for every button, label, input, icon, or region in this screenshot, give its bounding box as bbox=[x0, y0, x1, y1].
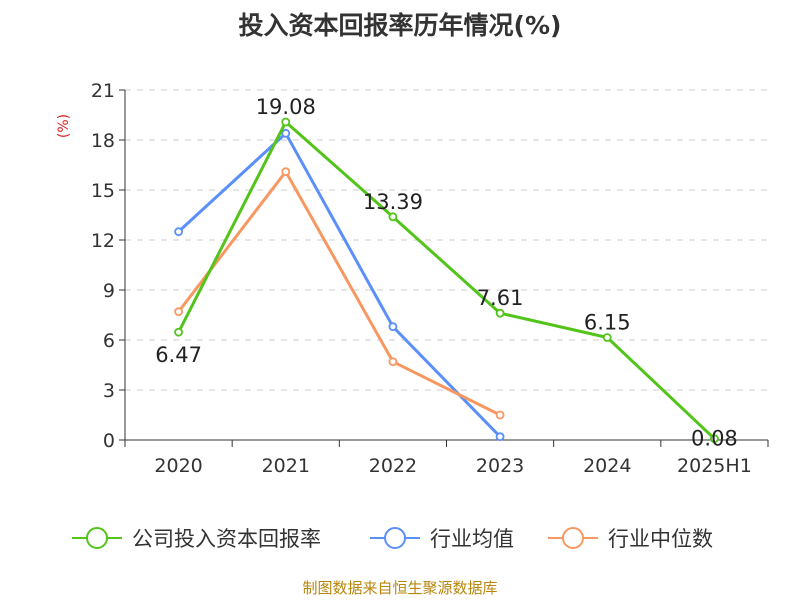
data-point bbox=[495, 410, 505, 420]
legend-label: 行业中位数 bbox=[608, 527, 713, 551]
data-label: 19.08 bbox=[256, 95, 316, 119]
data-point bbox=[281, 117, 291, 127]
series-line bbox=[177, 131, 502, 438]
y-tick-label: 0 bbox=[103, 430, 115, 452]
data-label: 13.39 bbox=[363, 190, 423, 214]
series-line bbox=[177, 120, 716, 440]
y-tick-label: 6 bbox=[103, 330, 115, 352]
legend-marker bbox=[562, 527, 584, 549]
legend-marker bbox=[86, 527, 108, 549]
data-point bbox=[495, 432, 505, 442]
data-point bbox=[710, 434, 719, 444]
y-axis-label: (%) bbox=[56, 114, 72, 138]
data-label: 7.61 bbox=[477, 286, 524, 310]
x-tick-label: 2020 bbox=[154, 455, 202, 477]
y-tick-label: 3 bbox=[103, 380, 115, 402]
data-label: 6.15 bbox=[584, 311, 631, 335]
y-tick-label: 15 bbox=[91, 180, 115, 202]
y-tick-label: 18 bbox=[91, 130, 115, 152]
x-tick-label: 2023 bbox=[476, 455, 524, 477]
x-tick-label: 2025H1 bbox=[677, 455, 752, 477]
data-point bbox=[281, 167, 291, 177]
data-label: 6.47 bbox=[155, 343, 202, 367]
data-point bbox=[174, 327, 183, 337]
data-point bbox=[174, 307, 183, 317]
data-point bbox=[174, 227, 183, 237]
data-point bbox=[281, 128, 291, 138]
x-tick-label: 2024 bbox=[583, 455, 631, 477]
series-line bbox=[177, 170, 501, 417]
legend-marker bbox=[384, 527, 406, 549]
data-point bbox=[388, 357, 398, 367]
data-label: 0.08 bbox=[691, 427, 738, 451]
legend-label: 行业均值 bbox=[430, 527, 514, 551]
x-tick-label: 2021 bbox=[262, 455, 310, 477]
data-point bbox=[388, 212, 398, 222]
chart-title: 投入资本回报率历年情况(%) bbox=[238, 11, 562, 40]
y-tick-label: 9 bbox=[103, 280, 115, 302]
data-point bbox=[495, 308, 505, 318]
data-source-note: 制图数据来自恒生聚源数据库 bbox=[302, 579, 498, 597]
legend-label: 公司投入资本回报率 bbox=[132, 527, 321, 551]
data-point bbox=[602, 333, 612, 342]
data-point bbox=[388, 322, 398, 332]
x-tick-label: 2022 bbox=[369, 455, 417, 477]
y-tick-label: 21 bbox=[91, 80, 115, 102]
y-tick-label: 12 bbox=[91, 230, 115, 252]
